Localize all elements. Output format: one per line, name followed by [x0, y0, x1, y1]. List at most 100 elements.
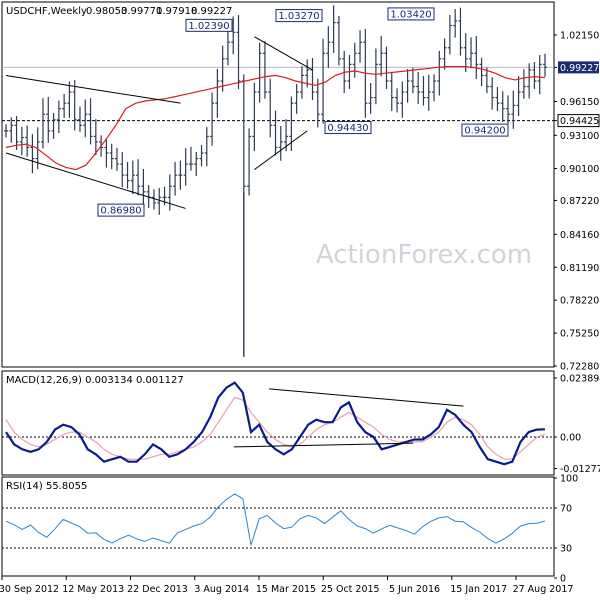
price-axis-tick: 0.81190 — [554, 263, 599, 274]
price-bar — [315, 78, 320, 128]
price-annotation-box — [387, 7, 435, 21]
price-bar — [305, 59, 310, 88]
price-bar — [9, 117, 14, 143]
price-annotation-box — [185, 18, 233, 32]
price-bar — [532, 61, 537, 89]
price-bar — [326, 26, 331, 68]
macd-trendline — [233, 442, 414, 448]
price-bar — [215, 69, 220, 118]
x-axis-tick-label: 15 Jan 2017 — [450, 584, 507, 595]
price-bar — [236, 15, 241, 89]
price-bar — [204, 127, 209, 167]
price-bar — [231, 16, 236, 55]
price-axis-tick: 0.90100 — [554, 164, 599, 175]
price-bar — [537, 55, 542, 95]
price-annotation-label: 0.94200 — [464, 126, 505, 137]
price-axis-tick-label: 0.99227 — [560, 63, 599, 74]
price-bar — [210, 92, 215, 146]
price-bar — [389, 73, 394, 111]
x-axis-tick-label: 3 Aug 2014 — [194, 584, 249, 595]
price-bar — [384, 46, 389, 89]
price-axis-tick-label: 0.81190 — [560, 263, 599, 274]
rsi-line — [5, 493, 546, 546]
price-bar — [410, 67, 415, 94]
price-bar — [62, 93, 67, 118]
price-bar — [257, 42, 262, 103]
price-bar — [527, 63, 532, 99]
price-annotation: 1.03420 — [387, 7, 435, 21]
price-bar — [400, 81, 405, 118]
price-bar — [469, 37, 474, 69]
price-annotation-box — [97, 203, 145, 217]
price-annotation: 0.94430 — [324, 121, 372, 135]
price-bar — [516, 76, 521, 117]
macd-panel-title: MACD(12,26,9) 0.003134 0.001127 — [6, 375, 184, 386]
macd-line — [5, 381, 546, 466]
rsi-axis-tick-label: 100 — [560, 474, 578, 485]
price-annotation: 0.86980 — [97, 203, 145, 217]
rsi-panel-frame — [1, 476, 555, 577]
price-annotation: 0.94200 — [461, 123, 509, 137]
rsi-axis-tick-label: 70 — [560, 504, 572, 515]
price-axis-tick-label: 1.02150 — [560, 31, 599, 42]
x-axis-tick-label: 27 Aug 2017 — [513, 584, 574, 595]
price-bar — [352, 42, 357, 78]
price-bar — [130, 160, 135, 195]
price-bar — [88, 98, 93, 145]
ohlc-readout: 0.98053 0.99771 0.97918 0.99227 — [86, 6, 232, 17]
x-axis-tick: 3 Aug 2014 — [194, 576, 249, 595]
rsi-axis-tick: 70 — [554, 504, 572, 515]
x-axis-tick: 15 Jan 2017 — [450, 576, 507, 595]
x-axis-tick-label: 22 Dec 2013 — [127, 584, 188, 595]
price-bar — [484, 67, 489, 94]
price-trendline — [5, 152, 186, 209]
x-axis-tick-label: 5 Jun 2016 — [389, 584, 440, 595]
price-trendline — [254, 36, 313, 71]
price-bar — [46, 96, 51, 143]
ohlc-low: 0.97918 — [156, 6, 197, 17]
price-axis-tick: 0.72280 — [554, 362, 599, 373]
price-annotation-label: 1.02390 — [188, 21, 229, 32]
price-bar — [83, 99, 88, 138]
price-bar — [93, 119, 98, 156]
ohlc-high: 0.99771 — [121, 6, 162, 17]
price-annotation-box — [461, 123, 509, 137]
price-bar — [405, 69, 410, 103]
price-bar — [458, 7, 463, 56]
price-bar — [247, 128, 252, 196]
x-axis-tick: 27 Aug 2017 — [513, 576, 574, 595]
price-bar — [463, 33, 468, 73]
price-bar — [506, 95, 511, 124]
price-bar — [495, 86, 500, 112]
price-axis-tick-label: 0.96150 — [560, 97, 599, 108]
watermark: ActionForex.com — [316, 240, 532, 270]
price-bar — [490, 77, 495, 110]
price-axis-tick: 0.78220 — [554, 296, 599, 307]
price-annotation-label: 1.03270 — [278, 11, 319, 22]
price-bar — [157, 188, 162, 215]
price-bar — [4, 124, 8, 138]
price-bar — [543, 53, 547, 77]
price-axis-tick: 0.96150 — [554, 97, 599, 108]
price-bar — [109, 143, 114, 170]
macd-axis-tick: 0.023894 — [554, 374, 600, 385]
moving-average-line — [5, 66, 546, 171]
price-bar — [199, 145, 204, 167]
price-bar — [125, 161, 130, 189]
price-bar — [262, 41, 267, 99]
price-annotation: 1.03270 — [275, 9, 323, 23]
price-bar — [19, 126, 24, 156]
price-bar — [321, 38, 326, 124]
price-bar — [188, 146, 193, 171]
price-annotation-box — [324, 121, 372, 135]
x-axis-tick: 5 Jun 2016 — [387, 576, 440, 595]
price-bar — [268, 78, 273, 138]
price-bar — [178, 160, 183, 190]
x-axis-tick-label: 15 Mar 2015 — [256, 584, 316, 595]
price-bar — [225, 27, 230, 66]
price-bar — [511, 90, 516, 129]
price-annotation-label: 0.94430 — [327, 123, 368, 134]
price-axis-tick: 0.94425 — [554, 114, 600, 128]
macd-trendline — [269, 388, 464, 407]
